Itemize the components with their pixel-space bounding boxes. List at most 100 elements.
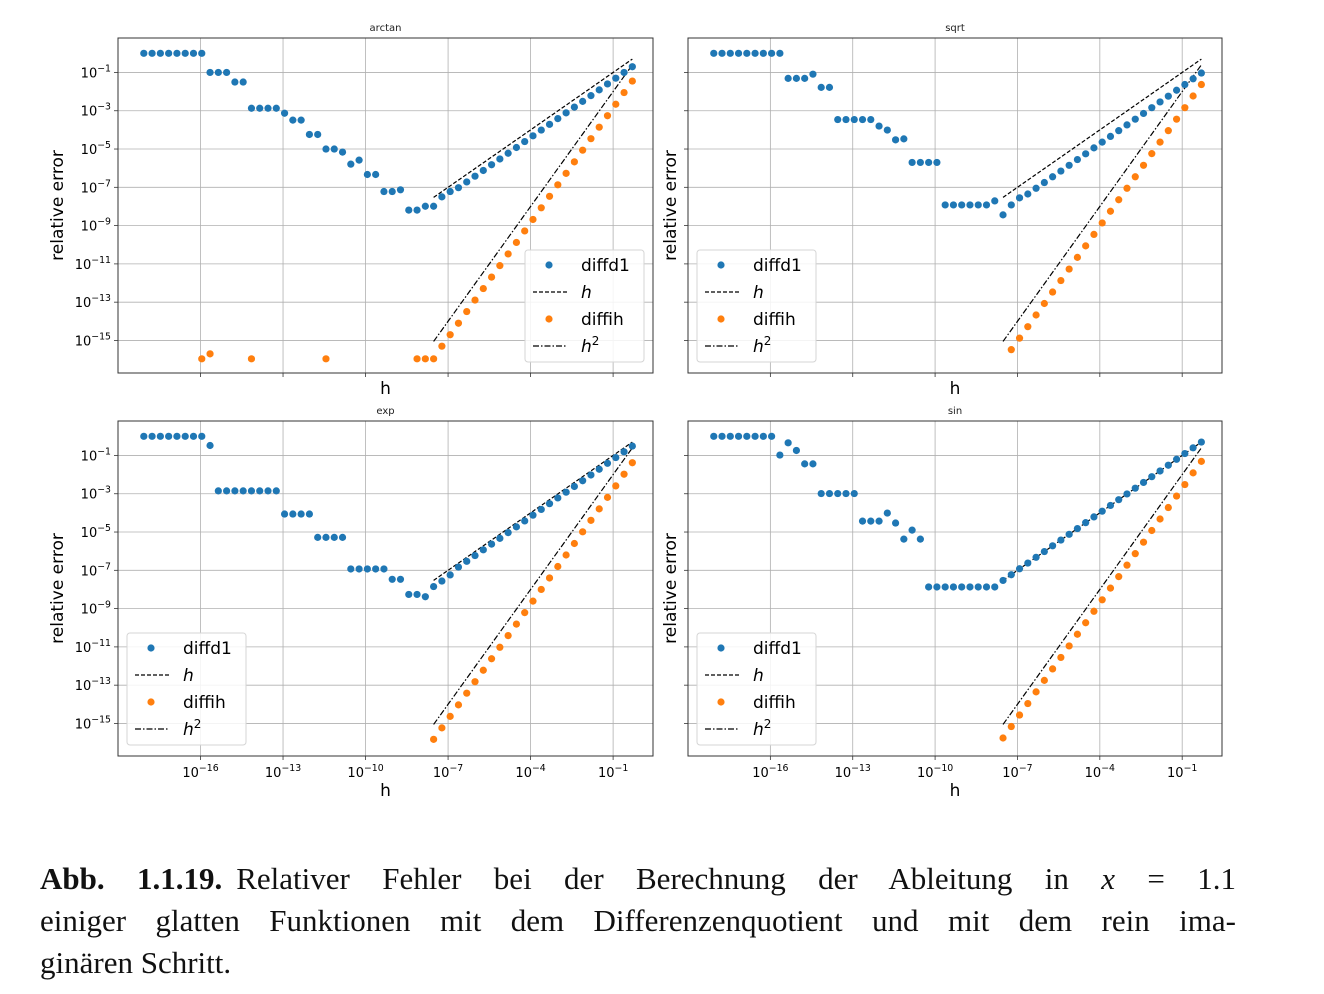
data-point-diffih — [1082, 619, 1090, 627]
data-point-diffd1 — [272, 487, 280, 495]
data-point-diffd1 — [521, 137, 529, 146]
data-point-diffih — [1098, 219, 1106, 227]
data-point-diffd1 — [718, 432, 726, 440]
data-point-diffd1 — [875, 517, 883, 525]
data-point-diffd1 — [1106, 501, 1115, 510]
data-point-diffd1 — [620, 68, 628, 77]
data-point-diffih — [1032, 311, 1040, 319]
data-point-diffd1 — [883, 126, 891, 134]
axes-frame — [117, 420, 654, 757]
data-point-diffih — [1123, 184, 1131, 192]
data-point-diffd1 — [496, 534, 504, 542]
data-point-diffih — [1197, 80, 1205, 89]
legend-marker-diffd1 — [147, 644, 155, 652]
data-point-diffd1 — [883, 509, 891, 517]
data-point-diffih — [587, 516, 595, 524]
data-point-diffih — [1065, 265, 1073, 273]
data-point-diffd1 — [214, 487, 222, 495]
data-point-diffd1 — [545, 500, 554, 508]
data-point-diffd1 — [297, 510, 305, 518]
data-point-diffd1 — [974, 583, 982, 591]
data-point-diffd1 — [916, 535, 924, 543]
x-axis-label: h — [380, 781, 391, 801]
data-point-diffd1 — [438, 193, 446, 201]
data-point-diffih — [603, 112, 612, 120]
data-point-diffd1 — [1040, 547, 1048, 556]
data-point-diffd1 — [421, 202, 429, 210]
data-point-diffd1 — [529, 511, 537, 519]
data-point-diffd1 — [206, 68, 214, 77]
reference-line-h — [433, 441, 633, 581]
data-point-diffd1 — [396, 186, 405, 194]
data-point-diffih — [562, 551, 570, 559]
data-point-diffih — [487, 273, 496, 281]
y-axis-label: relative error — [48, 533, 68, 644]
x-tick-label: 10−13 — [835, 763, 871, 781]
data-point-diffd1 — [1115, 496, 1123, 504]
data-point-diffd1 — [347, 160, 355, 168]
data-point-diffd1 — [595, 86, 603, 94]
caption-math-variable: x — [1101, 861, 1116, 896]
legend: diffd1 h diffih h2 — [696, 632, 817, 746]
data-point-diffih — [1115, 196, 1123, 204]
data-point-diffih — [529, 215, 537, 224]
data-point-diffih — [1049, 288, 1057, 296]
y-tick-label: 10−3 — [81, 485, 111, 503]
data-point-diffih — [1148, 150, 1156, 158]
data-point-diffih — [1040, 676, 1048, 684]
data-point-diffd1 — [256, 487, 264, 495]
data-point-diffd1 — [223, 487, 231, 495]
y-tick-label: 10−13 — [75, 293, 111, 311]
data-point-diffd1 — [759, 49, 767, 57]
x-axis-label: h — [950, 781, 961, 801]
data-point-diffd1 — [1106, 132, 1115, 140]
data-point-diffd1 — [198, 49, 206, 57]
legend-label: diffd1 — [753, 256, 802, 276]
data-point-diffd1 — [718, 49, 726, 57]
data-point-diffd1 — [413, 206, 421, 214]
data-point-diffd1 — [231, 78, 239, 86]
legend-marker-diffd1 — [717, 644, 725, 652]
data-point-diffd1 — [562, 109, 570, 117]
caption-line-3: ginären Schritt. — [40, 945, 232, 980]
data-point-diffd1 — [1181, 80, 1189, 89]
legend-box — [126, 632, 247, 746]
data-point-diffih — [1164, 503, 1172, 512]
data-point-diffih — [206, 350, 214, 358]
data-point-diffih — [1189, 469, 1197, 477]
data-point-diffd1 — [537, 505, 545, 514]
data-point-diffd1 — [628, 442, 636, 450]
data-point-diffd1 — [1057, 536, 1065, 544]
legend-label: diffih — [753, 693, 796, 713]
data-point-diffd1 — [817, 489, 825, 498]
data-point-diffd1 — [949, 201, 958, 209]
data-point-diffd1 — [710, 432, 718, 440]
axes-frame — [687, 37, 1223, 374]
data-point-diffih — [446, 331, 454, 339]
data-point-diffih — [1090, 607, 1098, 615]
data-point-diffd1 — [1172, 86, 1181, 94]
data-point-diffd1 — [504, 149, 512, 157]
legend-label: h — [753, 666, 764, 686]
data-point-diffd1 — [825, 489, 834, 498]
legend: diffd1 h diffih h2 — [126, 632, 247, 746]
data-point-diffd1 — [156, 49, 164, 57]
data-point-diffih — [430, 355, 438, 363]
data-point-diffd1 — [289, 510, 297, 518]
data-point-diffih — [1164, 127, 1172, 135]
data-point-diffd1 — [487, 540, 496, 548]
data-point-diffd1 — [792, 74, 801, 82]
data-point-diffd1 — [1181, 449, 1189, 458]
data-point-diffd1 — [231, 487, 239, 495]
legend-label: h2 — [183, 717, 201, 740]
data-point-diffd1 — [891, 519, 900, 527]
data-point-diffih — [1007, 722, 1015, 731]
data-point-diffd1 — [933, 583, 941, 591]
legend-marker-diffih — [545, 315, 553, 323]
data-point-diffd1 — [1098, 507, 1106, 515]
data-point-diffd1 — [305, 510, 314, 518]
data-point-diffd1 — [247, 104, 256, 112]
x-axis-label: h — [380, 379, 391, 399]
data-point-diffih — [1040, 299, 1048, 308]
data-point-diffih — [612, 100, 620, 108]
